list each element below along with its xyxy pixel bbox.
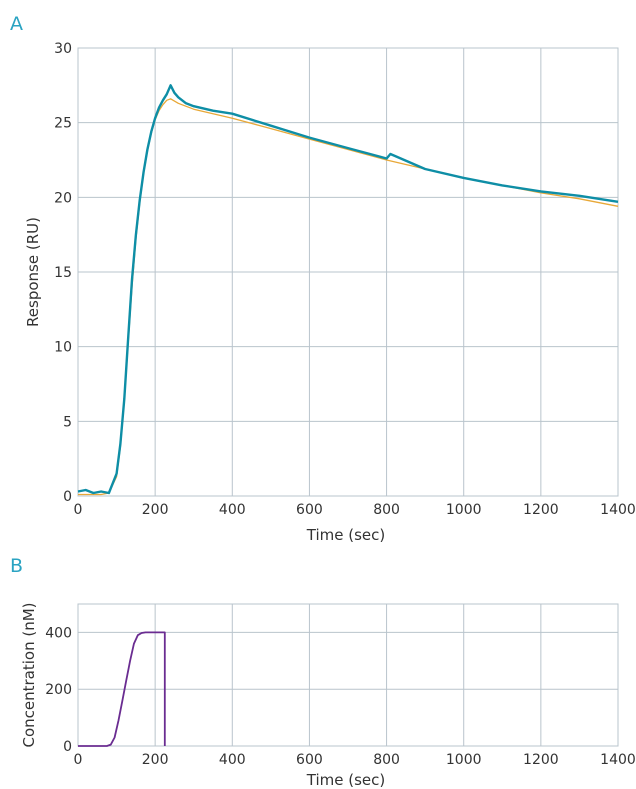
panel-b-x-tick-label: 600: [296, 752, 323, 768]
panel-a-x-tick-label: 600: [296, 502, 323, 518]
panel-a-y-axis-title: Response (RU): [24, 217, 42, 327]
panel-a-y-tick-label: 0: [63, 489, 72, 505]
panel-b-y-tick-label: 0: [63, 739, 72, 755]
panel-a-series: [77, 84, 619, 496]
panel-a-x-tick-label: 1400: [600, 502, 636, 518]
panel-a-series-fit: [78, 98, 619, 496]
panel-b-x-tick-label: 0: [74, 752, 83, 768]
panel-a-y-tick-label: 15: [54, 265, 72, 281]
panel-a-y-tick-label: 30: [54, 41, 72, 57]
panel-b-x-tick-label: 800: [373, 752, 400, 768]
panel-b-series-concentration: [78, 631, 166, 747]
panel-b-x-tick-label: 1400: [600, 752, 636, 768]
panel-a-x-tick-label: 0: [74, 502, 83, 518]
panel-b-label: B: [10, 555, 23, 577]
panel-b-series: [78, 631, 166, 747]
panel-a-series-measured: [77, 84, 619, 495]
panel-b-grid: [77, 604, 619, 747]
panel-b-x-tick-label: 1000: [446, 752, 482, 768]
panel-a-x-tick-label: 400: [219, 502, 246, 518]
panel-b: B 0 200 400 600 800 1000 1200 1400 0 200 400 Time …: [10, 555, 636, 789]
panel-a-x-axis-title: Time (sec): [306, 526, 385, 544]
panel-a-y-tick-label: 5: [63, 414, 72, 430]
panel-a-x-tick-label: 1000: [446, 502, 482, 518]
panel-a-y-tick-label: 20: [54, 190, 72, 206]
panel-a-label: A: [10, 13, 23, 35]
panel-b-ticks: 0 200 400 600 800 1000 1200 1400 0 200 400: [45, 625, 636, 768]
panel-a-x-tick-label: 200: [142, 502, 169, 518]
panel-a-y-tick-label: 10: [54, 340, 72, 356]
panel-b-x-tick-label: 400: [219, 752, 246, 768]
panel-b-x-axis-title: Time (sec): [306, 771, 385, 789]
panel-a-ticks: 0 200 400 600 800 1000 1200 1400 0 5 10 15 20 25 30: [54, 41, 636, 518]
panel-a-x-tick-label: 1200: [523, 502, 559, 518]
panel-a-grid: [77, 47, 619, 497]
panel-b-x-tick-label: 200: [142, 752, 169, 768]
panel-b-y-tick-label: 200: [45, 682, 72, 698]
panel-b-y-axis-title: Concentration (nM): [20, 602, 38, 747]
panel-a-x-tick-label: 800: [373, 502, 400, 518]
panel-b-x-tick-label: 1200: [523, 752, 559, 768]
panel-b-plot-frame: [77, 603, 619, 747]
panel-a-y-tick-label: 25: [54, 116, 72, 132]
panel-b-y-tick-label: 400: [45, 625, 72, 641]
panel-a-plot-frame: [77, 47, 619, 497]
panel-a: A 0 200 400 600 800 1000 1200 1400051015202530 …: [10, 13, 636, 544]
